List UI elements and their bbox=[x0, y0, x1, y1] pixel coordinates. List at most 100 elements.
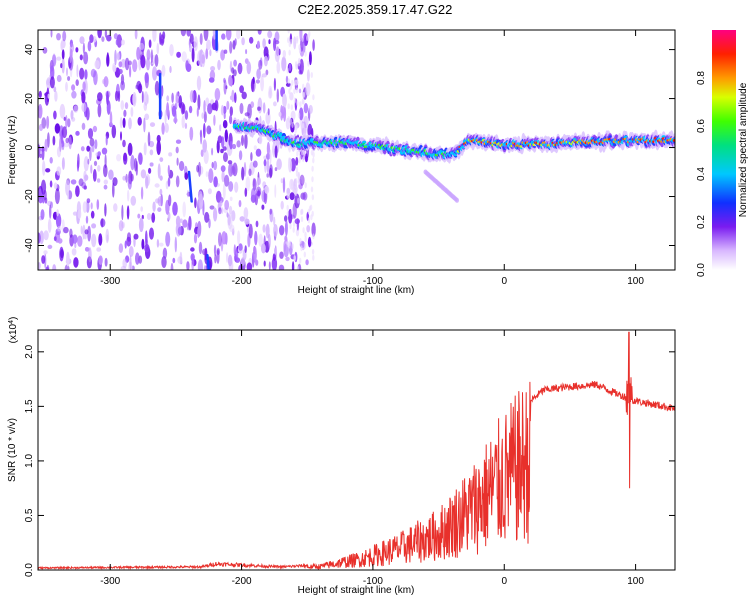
noise-cell bbox=[262, 38, 266, 49]
noise-cell bbox=[157, 207, 162, 213]
noise-cell bbox=[117, 90, 121, 102]
noise-cell bbox=[152, 201, 156, 212]
noise-cell bbox=[97, 151, 101, 157]
noise-cell bbox=[71, 84, 76, 91]
noise-cell bbox=[116, 52, 120, 61]
noise-cell bbox=[252, 160, 258, 168]
noise-cell bbox=[81, 102, 87, 113]
noise-cell bbox=[108, 169, 114, 180]
noise-cell bbox=[202, 248, 207, 256]
noise-cell bbox=[214, 88, 221, 101]
noise-cell bbox=[53, 182, 58, 190]
noise-cell bbox=[161, 122, 165, 135]
noise-cell bbox=[123, 153, 128, 165]
noise-cell bbox=[304, 231, 307, 238]
noise-cell bbox=[311, 165, 314, 172]
noise-cell bbox=[130, 154, 135, 171]
noise-cell bbox=[247, 103, 252, 119]
noise-cell bbox=[130, 173, 134, 182]
noise-cell bbox=[288, 157, 291, 164]
noise-cell bbox=[291, 261, 295, 270]
noise-cell bbox=[275, 46, 280, 57]
noise-cell bbox=[112, 64, 117, 73]
noise-cell bbox=[51, 54, 57, 67]
noise-cell bbox=[210, 66, 216, 72]
noise-cell bbox=[61, 49, 65, 60]
noise-cell bbox=[175, 215, 181, 228]
noise-cell bbox=[208, 218, 211, 229]
noise-cell bbox=[274, 184, 277, 198]
noise-cell bbox=[84, 174, 89, 181]
noise-cell bbox=[292, 221, 296, 228]
noise-cell bbox=[75, 79, 79, 86]
noise-cell bbox=[143, 142, 147, 156]
noise-cell bbox=[83, 156, 89, 172]
noise-cell bbox=[198, 161, 201, 177]
snr-series-line bbox=[38, 331, 675, 570]
noise-cell bbox=[257, 30, 262, 35]
noise-cell bbox=[299, 238, 302, 244]
noise-cell bbox=[162, 247, 168, 259]
noise-cell bbox=[243, 162, 247, 177]
noise-cell bbox=[286, 204, 289, 211]
noise-cell bbox=[138, 83, 143, 94]
noise-cell bbox=[229, 77, 233, 87]
noise-cell bbox=[135, 252, 140, 265]
noise-cell bbox=[297, 197, 300, 204]
noise-cell bbox=[161, 64, 166, 77]
noise-cell bbox=[261, 204, 265, 210]
noise-cell bbox=[56, 74, 62, 83]
noise-cell bbox=[223, 49, 228, 54]
noise-cell bbox=[66, 67, 68, 77]
noise-cell bbox=[91, 223, 97, 229]
noise-cell bbox=[69, 48, 73, 60]
noise-cell bbox=[213, 244, 217, 257]
noise-cell bbox=[144, 72, 149, 84]
noise-cell bbox=[130, 195, 137, 206]
noise-cell bbox=[217, 135, 223, 144]
noise-cell bbox=[144, 244, 150, 253]
noise-cell bbox=[295, 63, 299, 70]
noise-cell bbox=[285, 256, 290, 262]
noise-cell bbox=[238, 264, 243, 270]
noise-cell bbox=[50, 65, 55, 80]
noise-cell bbox=[204, 211, 210, 223]
noise-cell bbox=[165, 231, 171, 247]
noise-cell bbox=[261, 243, 266, 254]
noise-cell bbox=[310, 214, 313, 221]
noise-cell bbox=[53, 236, 57, 242]
noise-cell bbox=[294, 190, 298, 197]
noise-cell bbox=[90, 210, 95, 219]
noise-cell bbox=[205, 171, 209, 178]
noise-cell bbox=[272, 253, 276, 261]
noise-cell bbox=[208, 127, 212, 134]
noise-cell bbox=[73, 105, 79, 113]
noise-cell bbox=[96, 178, 101, 183]
noise-cell bbox=[104, 203, 107, 217]
noise-cell bbox=[298, 47, 302, 54]
bottom-x-axis-label: Height of straight line (km) bbox=[298, 585, 415, 596]
noise-cell bbox=[244, 245, 247, 254]
noise-cell bbox=[202, 139, 207, 153]
noise-cell bbox=[133, 158, 138, 172]
noise-cell bbox=[263, 46, 269, 59]
noise-cell bbox=[114, 49, 117, 66]
noise-cell bbox=[174, 236, 177, 253]
noise-cell bbox=[104, 154, 107, 169]
y-tick-label: -20 bbox=[24, 189, 35, 204]
x-tick-label: 100 bbox=[627, 576, 644, 587]
noise-cell bbox=[231, 143, 237, 150]
noise-cell bbox=[291, 243, 294, 250]
noise-cell bbox=[193, 233, 198, 244]
noise-cell bbox=[273, 224, 278, 237]
noise-cell bbox=[38, 262, 41, 270]
noise-cell bbox=[84, 69, 88, 80]
noise-cell bbox=[113, 203, 118, 212]
noise-cell bbox=[133, 233, 139, 240]
noise-cell bbox=[139, 42, 145, 51]
figure-title: C2E2.2025.359.17.47.G22 bbox=[298, 2, 453, 17]
noise-cell bbox=[293, 36, 296, 43]
noise-cell bbox=[234, 38, 237, 46]
noise-cell bbox=[93, 160, 98, 166]
noise-cell bbox=[55, 213, 62, 229]
